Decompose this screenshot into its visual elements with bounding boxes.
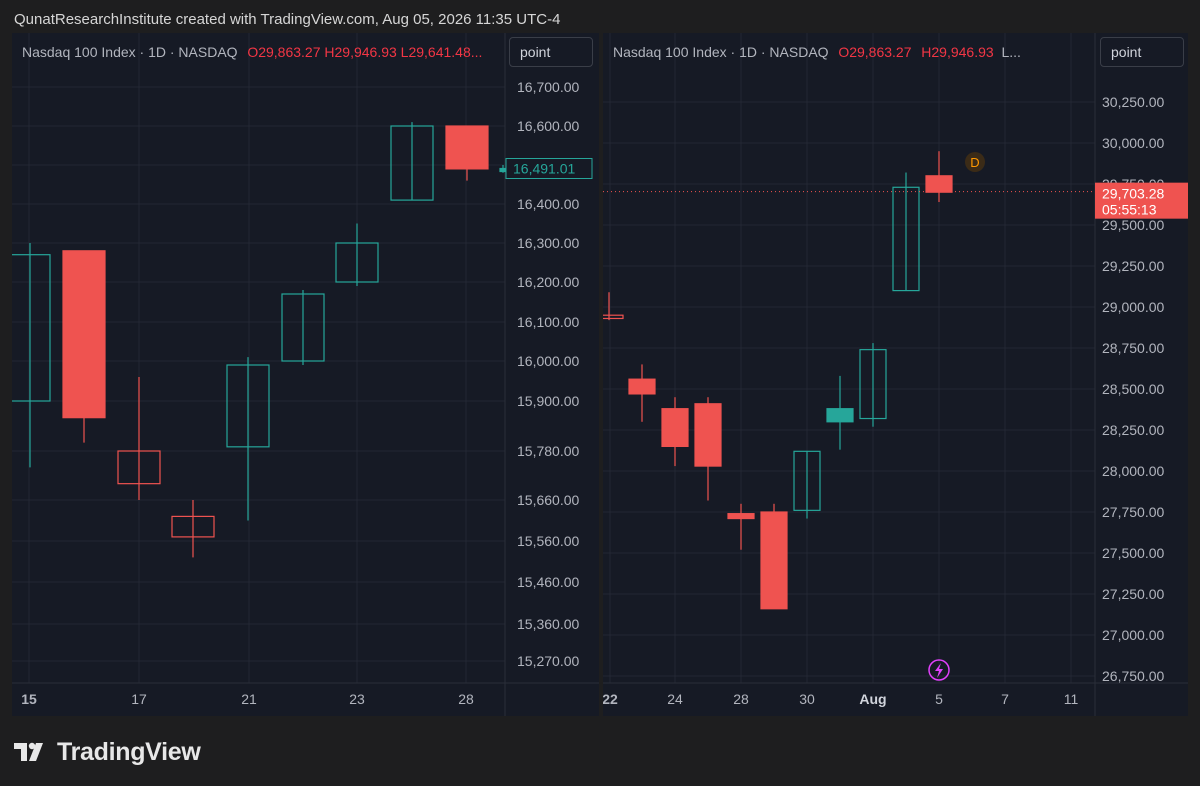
y-tick-label: 15,270.00 — [517, 653, 579, 669]
y-tick-label: 15,560.00 — [517, 533, 579, 549]
right-scale-point-button[interactable]: point — [1100, 37, 1184, 67]
y-tick-label: 16,000.00 — [517, 353, 579, 369]
countdown-label: 05:55:13 — [1102, 202, 1157, 218]
candle-body — [892, 186, 920, 292]
x-tick-label: 28 — [458, 691, 474, 707]
y-tick-label: 30,000.00 — [1102, 135, 1164, 151]
x-tick-label: 5 — [935, 691, 943, 707]
x-tick-label: 24 — [667, 691, 683, 707]
x-tick-label: 28 — [733, 691, 749, 707]
y-tick-label: 15,900.00 — [517, 393, 579, 409]
right-candlestick-chart[interactable]: 30,250.0030,000.0029,750.0029,500.0029,2… — [603, 33, 1188, 716]
candle-body — [628, 378, 656, 395]
y-tick-label: 28,000.00 — [1102, 463, 1164, 479]
candle-body — [62, 250, 106, 419]
y-tick-label: 15,460.00 — [517, 574, 579, 590]
y-tick-label: 27,250.00 — [1102, 586, 1164, 602]
candle-body — [661, 408, 689, 447]
chart-credit: QunatResearchInstitute created with Trad… — [14, 11, 561, 28]
dividend-marker-letter: D — [970, 155, 979, 170]
x-tick-label: Aug — [859, 691, 886, 707]
left-scale-point-button[interactable]: point — [509, 37, 593, 67]
right-high-value: H29,946.93 — [921, 44, 994, 60]
y-tick-label: 16,400.00 — [517, 196, 579, 212]
candle-body — [727, 513, 755, 520]
right-chart-panel[interactable]: 30,250.0030,000.0029,750.0029,500.0029,2… — [603, 33, 1188, 716]
y-tick-label: 26,750.00 — [1102, 668, 1164, 684]
candle-body — [925, 175, 953, 193]
last-price-box — [505, 158, 593, 180]
y-tick-label: 28,250.00 — [1102, 422, 1164, 438]
y-tick-label: 27,500.00 — [1102, 545, 1164, 561]
right-open-value: O29,863.27 — [838, 44, 912, 60]
candle-body — [694, 403, 722, 467]
last-price-box — [1095, 182, 1188, 219]
candle-body — [117, 450, 161, 485]
y-tick-label: 16,600.00 — [517, 118, 579, 134]
y-tick-label: 16,100.00 — [517, 314, 579, 330]
y-tick-label: 15,780.00 — [517, 443, 579, 459]
y-tick-label: 27,750.00 — [1102, 504, 1164, 520]
x-tick-label: 17 — [131, 691, 147, 707]
x-tick-label: 15 — [21, 691, 37, 707]
last-price-label: 29,703.28 — [1102, 186, 1164, 202]
y-tick-label: 15,660.00 — [517, 492, 579, 508]
lightning-icon — [935, 663, 943, 678]
right-chart-header: Nasdaq 100 Index · 1D · NASDAQ O29,863.2… — [613, 44, 1021, 60]
y-tick-label: 28,500.00 — [1102, 381, 1164, 397]
x-tick-label: 21 — [241, 691, 257, 707]
y-tick-label: 30,250.00 — [1102, 94, 1164, 110]
x-tick-label: 11 — [1064, 691, 1079, 707]
candle-body — [445, 125, 489, 170]
x-tick-label: 30 — [799, 691, 815, 707]
left-ohl-values: O29,863.27 H29,946.93 L29,641.48... — [247, 44, 483, 60]
left-chart-header: Nasdaq 100 Index · 1D · NASDAQ O29,863.2… — [22, 44, 482, 60]
y-tick-label: 16,700.00 — [517, 79, 579, 95]
y-tick-label: 29,250.00 — [1102, 258, 1164, 274]
candle-body — [281, 293, 325, 362]
candle-body — [859, 349, 887, 420]
lightning-icon — [928, 659, 950, 681]
x-tick-label: 22 — [603, 691, 618, 707]
candle-body — [499, 167, 507, 173]
candle-body — [603, 314, 624, 320]
right-symbol-label: Nasdaq 100 Index · 1D · NASDAQ — [613, 44, 829, 60]
tradingview-brand[interactable]: TradingView — [14, 737, 201, 767]
y-tick-label: 27,000.00 — [1102, 627, 1164, 643]
left-candlestick-chart[interactable]: 16,700.0016,600.0016,500.0016,400.0016,3… — [12, 33, 599, 716]
last-price-label: 16,491.01 — [513, 161, 575, 177]
tradingview-logo-icon — [14, 742, 43, 761]
y-tick-label: 28,750.00 — [1102, 340, 1164, 356]
candle-body — [226, 364, 270, 448]
candle-body — [793, 450, 821, 511]
y-tick-label: 16,200.00 — [517, 274, 579, 290]
x-tick-label: 23 — [349, 691, 365, 707]
right-low-value: L... — [1001, 44, 1021, 60]
y-tick-label: 16,300.00 — [517, 235, 579, 251]
dividend-marker-icon — [965, 152, 985, 172]
x-tick-label: 7 — [1001, 691, 1009, 707]
candle-body — [12, 254, 51, 402]
left-symbol-label: Nasdaq 100 Index · 1D · NASDAQ — [22, 44, 238, 60]
candle-body — [760, 511, 788, 610]
candle-body — [826, 408, 854, 423]
y-tick-label: 15,360.00 — [517, 616, 579, 632]
candle-body — [171, 515, 215, 538]
left-chart-panel[interactable]: 16,700.0016,600.0016,500.0016,400.0016,3… — [12, 33, 599, 716]
y-tick-label: 29,500.00 — [1102, 217, 1164, 233]
brand-name: TradingView — [57, 737, 201, 766]
candle-body — [335, 242, 379, 283]
y-tick-label: 29,000.00 — [1102, 299, 1164, 315]
candle-body — [390, 125, 434, 201]
